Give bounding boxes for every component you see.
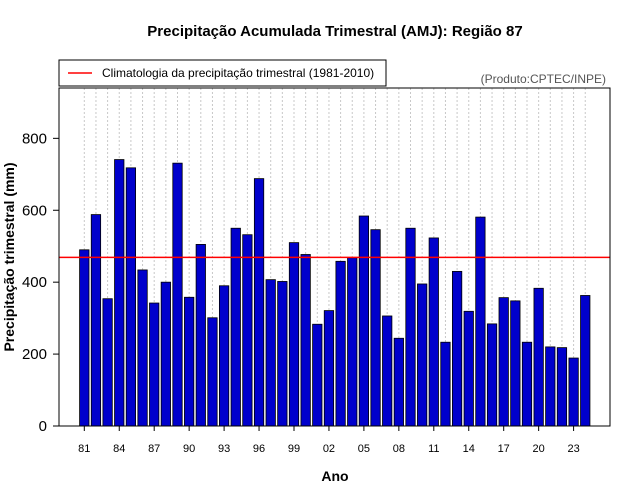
bars — [79, 159, 591, 427]
x-tick-label: 17 — [498, 443, 510, 455]
x-axis-title: Ano — [321, 468, 348, 484]
x-tick-label: 05 — [358, 443, 370, 455]
bar-1987 — [149, 302, 160, 427]
bar-2015 — [475, 216, 486, 427]
bar-2000 — [300, 254, 311, 427]
bar-2017 — [498, 297, 509, 427]
bar-1993 — [218, 285, 230, 427]
bar-1991 — [195, 244, 206, 427]
bar-2024 — [580, 295, 591, 427]
bar-2012 — [440, 341, 451, 427]
bar-1986 — [137, 269, 148, 427]
x-tick-label: 81 — [78, 443, 90, 455]
credit-text: (Produto:CPTEC/INPE) — [481, 72, 606, 86]
x-tick-label: 93 — [218, 443, 230, 455]
bar-2007 — [382, 315, 393, 427]
bar-1998 — [277, 281, 288, 427]
bar-2014 — [463, 310, 474, 427]
bar-1988 — [160, 281, 171, 427]
bar-2019 — [521, 341, 533, 427]
plot-frame — [58, 87, 611, 427]
y-axis-title: Precipitação trimestral (mm) — [1, 162, 17, 351]
chart-title: Precipitação Acumulada Trimestral (AMJ):… — [147, 23, 522, 40]
x-tick-label: 08 — [393, 443, 405, 455]
bar-2002 — [323, 310, 335, 427]
bar-1995 — [242, 234, 253, 427]
bar-1990 — [184, 296, 195, 427]
x-tick-label: 11 — [428, 443, 439, 455]
x-tick-label: 99 — [288, 443, 300, 455]
bar-2003 — [335, 260, 346, 427]
bar-1996 — [253, 178, 265, 427]
y-tick-label: 400 — [22, 274, 47, 291]
y-tick-label: 600 — [22, 202, 47, 219]
bar-1989 — [172, 162, 183, 427]
y-tick-label: 200 — [22, 346, 47, 363]
x-tick-label: 90 — [183, 443, 195, 455]
bar-1985 — [125, 167, 136, 427]
x-tick-label: 20 — [533, 443, 545, 455]
bar-2022 — [556, 347, 568, 427]
bar-2018 — [510, 300, 521, 427]
bar-1983 — [102, 298, 113, 427]
x-tick-label: 96 — [253, 443, 265, 455]
bar-2013 — [451, 270, 463, 427]
x-axis: 81 84 87 90 93 96 99 02 05 08 11 14 17 20 23 — [78, 426, 580, 455]
bar-1984 — [114, 159, 125, 427]
y-axis: 0 200 400 600 800 — [22, 130, 59, 435]
bar-2005 — [358, 215, 370, 427]
x-tick-label: 14 — [463, 443, 475, 455]
bar-2011 — [428, 237, 439, 427]
legend: Climatologia da precipitação trimestral … — [58, 59, 387, 87]
y-tick-label: 0 — [39, 418, 47, 435]
bar-2016 — [486, 323, 498, 427]
bar-2004 — [347, 257, 358, 427]
bar-2010 — [417, 283, 428, 427]
y-tick-label: 800 — [22, 130, 47, 147]
bar-2020 — [533, 287, 544, 427]
bar-1992 — [207, 317, 218, 427]
bar-2006 — [370, 229, 381, 427]
bar-1982 — [90, 214, 102, 427]
x-tick-label: 84 — [113, 443, 125, 455]
bar-1981 — [79, 249, 90, 427]
bar-2023 — [568, 357, 579, 427]
x-tick-label: 87 — [148, 443, 160, 455]
bar-2021 — [545, 346, 556, 427]
bar-2008 — [393, 337, 404, 427]
x-tick-label: 23 — [567, 443, 579, 455]
bar-2001 — [312, 323, 323, 427]
bar-1997 — [265, 279, 276, 427]
bar-1999 — [288, 242, 300, 427]
legend-box — [58, 59, 387, 87]
legend-label: Climatologia da precipitação trimestral … — [102, 66, 374, 80]
x-tick-label: 02 — [323, 443, 335, 455]
